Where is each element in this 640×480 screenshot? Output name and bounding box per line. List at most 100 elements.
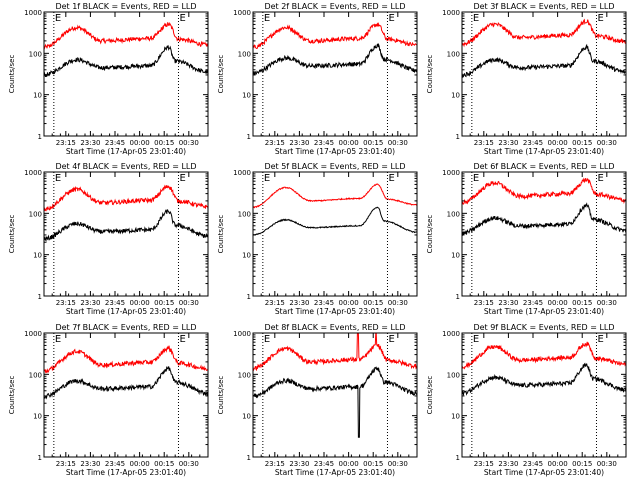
x-tick-label: 23:15 [56, 460, 76, 468]
marker-label: E [179, 334, 185, 345]
x-tick-label: 23:30 [289, 139, 309, 147]
y-axis-label: Counts/sec [8, 55, 16, 94]
x-axis-label: Start Time (17-Apr-05 23:01:40) [484, 307, 604, 316]
events-series-line [253, 206, 417, 236]
x-tick-label: 00:30 [179, 139, 199, 147]
marker-label: E [388, 334, 394, 345]
y-tick-label: 1000 [442, 9, 460, 17]
y-tick-label: 1000 [24, 9, 42, 17]
panel-8: Det 8f BLACK = Events, RED = LLD E E 1 10 100… [217, 323, 418, 477]
panel-title: Det 7f BLACK = Events, RED = LLD [55, 323, 196, 332]
x-tick-label: 23:15 [56, 139, 76, 147]
y-tick-label: 100 [447, 371, 460, 379]
y-axis-label: Counts/sec [426, 55, 434, 94]
panel-title: Det 1f BLACK = Events, RED = LLD [55, 2, 196, 11]
panel-1: Det 1f BLACK = Events, RED = LLD E E 1 10 100… [8, 2, 209, 156]
panel-3: Det 3f BLACK = Events, RED = LLD E E 1 10 100… [426, 2, 627, 156]
y-tick-label: 1 [247, 293, 251, 301]
y-tick-label: 1000 [442, 330, 460, 338]
y-tick-label: 100 [447, 50, 460, 58]
x-tick-label: 23:30 [289, 299, 309, 307]
x-tick-label: 23:30 [80, 299, 100, 307]
events-series-line [44, 44, 208, 78]
panel-title: Det 3f BLACK = Events, RED = LLD [473, 2, 614, 11]
x-tick-label: 00:00 [339, 299, 359, 307]
x-tick-label: 23:15 [474, 299, 494, 307]
y-axis-label: Counts/sec [426, 215, 434, 254]
x-tick-label: 23:30 [80, 139, 100, 147]
marker-label: E [55, 334, 61, 345]
x-axis-label: Start Time (17-Apr-05 23:01:40) [484, 147, 604, 156]
marker-label: E [473, 334, 479, 345]
panel-title: Det 5f BLACK = Events, RED = LLD [264, 162, 405, 171]
y-tick-label: 10 [451, 413, 460, 421]
y-tick-label: 1 [38, 293, 42, 301]
y-tick-label: 100 [238, 210, 251, 218]
x-tick-label: 00:30 [388, 139, 408, 147]
panel-title: Det 8f BLACK = Events, RED = LLD [264, 323, 405, 332]
lld-series-line [462, 177, 626, 205]
y-tick-label: 10 [242, 92, 251, 100]
y-axis-label: Counts/sec [8, 376, 16, 415]
x-tick-label: 23:45 [523, 299, 543, 307]
panel-title: Det 6f BLACK = Events, RED = LLD [473, 162, 614, 171]
x-tick-label: 23:45 [314, 299, 334, 307]
x-tick-label: 00:00 [339, 460, 359, 468]
x-axis-label: Start Time (17-Apr-05 23:01:40) [275, 147, 395, 156]
lld-series-line [44, 21, 208, 50]
events-series-line [253, 42, 417, 76]
marker-label: E [597, 13, 603, 24]
x-tick-label: 23:15 [56, 299, 76, 307]
events-series-line [462, 43, 626, 78]
events-series-line [44, 366, 208, 400]
lld-series-line [462, 341, 626, 370]
panel-2: Det 2f BLACK = Events, RED = LLD E E 1 10 100… [217, 2, 418, 156]
marker-label: E [264, 334, 270, 345]
lld-series-line [462, 18, 626, 48]
y-tick-label: 100 [29, 371, 42, 379]
x-tick-label: 00:15 [154, 299, 174, 307]
y-tick-label: 100 [238, 50, 251, 58]
x-tick-label: 23:30 [498, 299, 518, 307]
x-tick-label: 23:30 [80, 460, 100, 468]
x-tick-label: 23:15 [474, 460, 494, 468]
panel-7: Det 7f BLACK = Events, RED = LLD E E 1 10 100… [8, 323, 209, 477]
marker-label: E [473, 173, 479, 184]
events-series-line [462, 202, 626, 237]
y-tick-label: 1000 [233, 9, 251, 17]
y-tick-label: 1 [456, 293, 460, 301]
panel-axes-frame [461, 171, 627, 297]
y-tick-label: 100 [29, 210, 42, 218]
x-tick-label: 00:30 [179, 460, 199, 468]
x-tick-label: 00:00 [548, 460, 568, 468]
y-tick-label: 1 [38, 133, 42, 141]
x-tick-label: 23:45 [523, 139, 543, 147]
y-tick-label: 10 [242, 413, 251, 421]
x-tick-label: 23:30 [289, 460, 309, 468]
y-tick-label: 1 [456, 133, 460, 141]
x-tick-label: 00:00 [548, 299, 568, 307]
x-axis-label: Start Time (17-Apr-05 23:01:40) [66, 307, 186, 316]
marker-label: E [55, 173, 61, 184]
x-axis-label: Start Time (17-Apr-05 23:01:40) [275, 468, 395, 477]
y-tick-label: 10 [451, 92, 460, 100]
x-tick-label: 00:00 [339, 139, 359, 147]
marker-label: E [179, 13, 185, 24]
y-axis-label: Counts/sec [217, 376, 225, 415]
y-tick-label: 1 [456, 454, 460, 462]
x-tick-label: 23:30 [498, 139, 518, 147]
x-tick-label: 00:30 [388, 460, 408, 468]
y-tick-label: 1000 [233, 169, 251, 177]
x-tick-label: 23:15 [265, 299, 285, 307]
panel-axes-frame [43, 332, 209, 458]
x-tick-label: 23:45 [523, 460, 543, 468]
x-tick-label: 00:00 [130, 139, 150, 147]
x-tick-label: 00:15 [363, 460, 383, 468]
panel-axes-frame [43, 171, 209, 297]
y-tick-label: 100 [29, 50, 42, 58]
panel-title: Det 2f BLACK = Events, RED = LLD [264, 2, 405, 11]
marker-label: E [179, 173, 185, 184]
x-tick-label: 00:15 [154, 460, 174, 468]
panel-title: Det 4f BLACK = Events, RED = LLD [55, 162, 196, 171]
x-tick-label: 00:15 [572, 139, 592, 147]
